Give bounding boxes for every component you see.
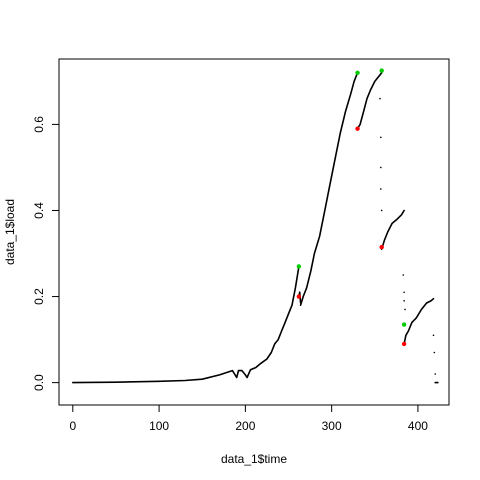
- x-tick-label: 200: [235, 419, 255, 433]
- scatter-point: [403, 300, 405, 302]
- scatter-point: [380, 137, 382, 139]
- highlight-point: [355, 127, 359, 131]
- y-axis-label: data_1$load: [3, 199, 17, 265]
- scatter-point: [434, 373, 436, 375]
- highlight-point: [402, 322, 406, 326]
- scatter-point: [402, 274, 404, 276]
- x-axis-label: data_1$time: [221, 452, 287, 466]
- highlight-point: [402, 342, 406, 346]
- x-tick-label: 0: [69, 419, 76, 433]
- highlight-point: [297, 264, 301, 268]
- y-tick-label: 0.0: [32, 374, 46, 391]
- x-tick-label: 400: [408, 419, 428, 433]
- y-tick-label: 0.2: [32, 288, 46, 305]
- y-tick-label: 0.4: [32, 202, 46, 219]
- highlight-point: [297, 294, 301, 298]
- highlight-point: [355, 71, 359, 75]
- highlight-point: [379, 245, 383, 249]
- scatter-point: [381, 210, 383, 212]
- scatter-point: [404, 309, 406, 311]
- scatter-point: [434, 352, 436, 354]
- scatter-point: [380, 188, 382, 190]
- highlight-point: [379, 68, 383, 72]
- x-tick-label: 100: [149, 419, 169, 433]
- scatter-point: [433, 334, 435, 336]
- y-tick-label: 0.6: [32, 116, 46, 133]
- scatter-point: [379, 98, 381, 100]
- scatter-point: [403, 291, 405, 293]
- scatter-point: [380, 167, 382, 169]
- x-tick-label: 300: [322, 419, 342, 433]
